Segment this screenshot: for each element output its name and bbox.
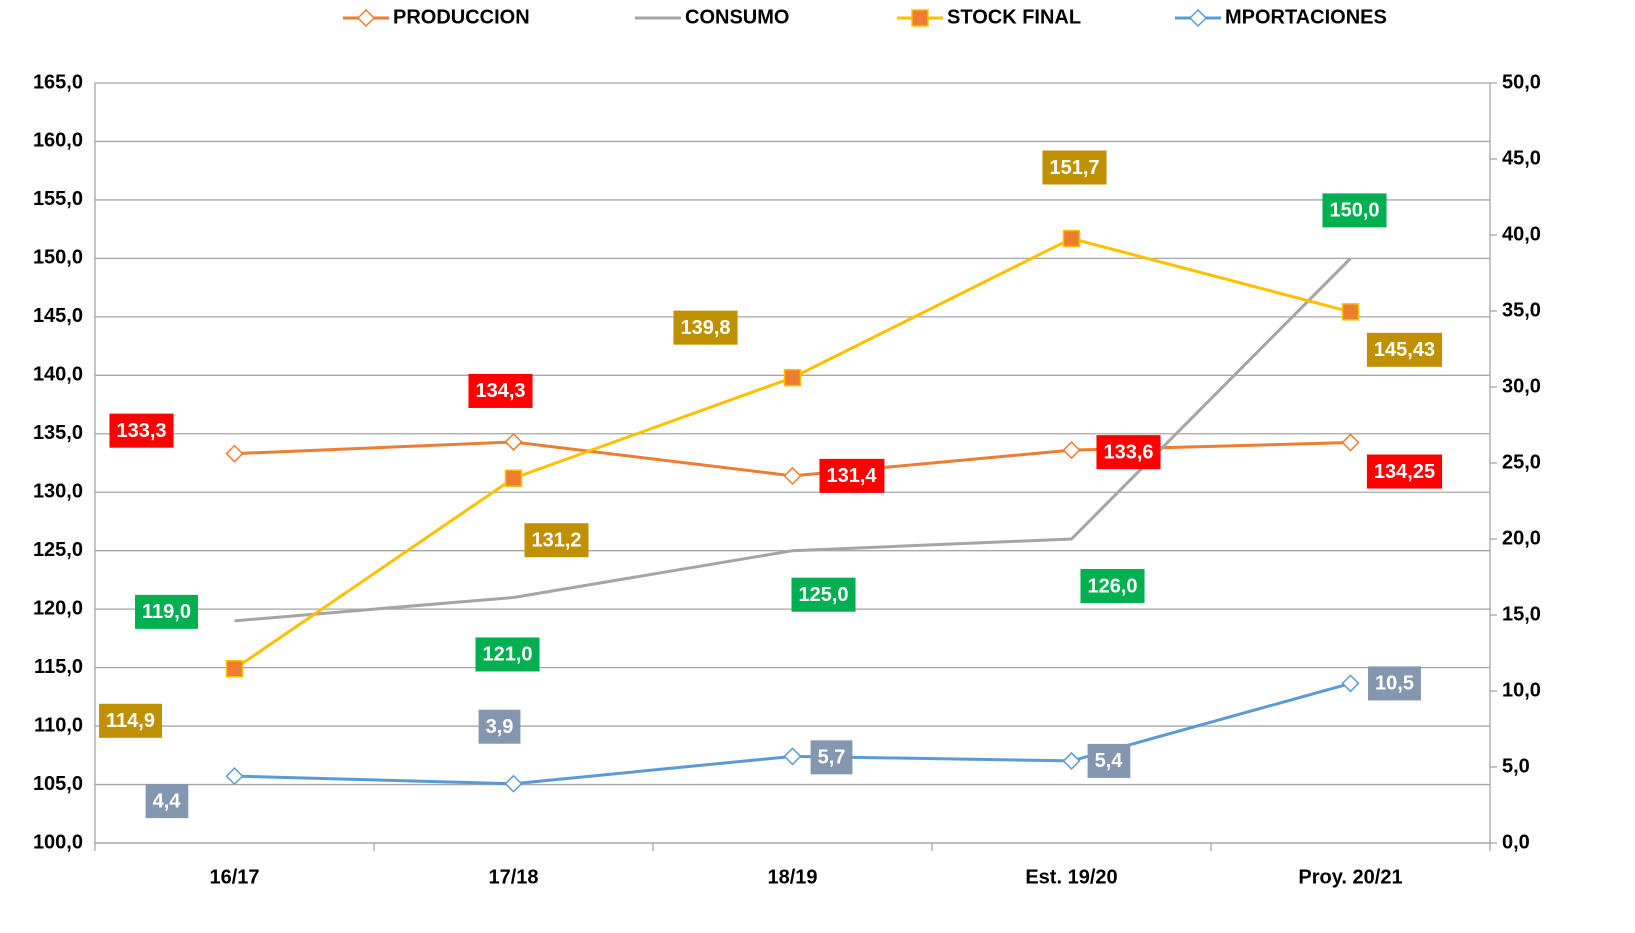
x-tick-label: Proy. 20/21 — [1298, 866, 1402, 888]
y2-tick-label: 20,0 — [1502, 527, 1541, 549]
marker — [225, 444, 244, 463]
marker — [1341, 674, 1360, 693]
data-label-box — [524, 523, 589, 558]
marker — [356, 8, 376, 28]
marker — [783, 368, 802, 387]
data-label: 5,4 — [1095, 750, 1124, 772]
y-tick-label: 145,0 — [33, 305, 83, 327]
y2-tick-label: 45,0 — [1502, 147, 1541, 169]
data-label-box — [1366, 454, 1443, 489]
x-tick-label: 17/18 — [488, 866, 538, 888]
data-label-box — [1042, 150, 1107, 185]
y2-tick-label: 50,0 — [1502, 71, 1541, 93]
data-label: 10,5 — [1375, 673, 1414, 695]
data-label-box — [819, 458, 885, 493]
data-label: 126,0 — [1087, 575, 1137, 597]
data-label-box — [810, 740, 853, 775]
data-label: 119,0 — [142, 601, 191, 623]
marker — [783, 466, 802, 485]
y-tick-label: 140,0 — [33, 364, 83, 386]
data-label: 133,3 — [116, 420, 166, 442]
data-label: 4,4 — [153, 790, 182, 812]
data-label: 121,0 — [482, 644, 532, 666]
data-label-box — [1366, 332, 1443, 367]
marker — [1341, 433, 1360, 452]
y-tick-label: 130,0 — [33, 481, 83, 503]
marker — [504, 469, 523, 487]
marker — [911, 9, 929, 27]
data-label: 145,43 — [1374, 339, 1435, 361]
data-label: 131,2 — [531, 529, 581, 551]
data-label-box — [673, 310, 738, 345]
data-label-box — [135, 594, 198, 629]
y2-tick-label: 35,0 — [1502, 299, 1541, 321]
data-label: 151,7 — [1049, 157, 1099, 179]
marker — [1062, 441, 1081, 460]
data-label-box — [475, 637, 540, 672]
data-label-box — [1368, 666, 1421, 701]
data-label: 131,4 — [826, 465, 877, 487]
y-tick-label: 125,0 — [33, 539, 83, 561]
y-tick-label: 160,0 — [33, 130, 83, 152]
marker — [1341, 303, 1360, 321]
y-tick-label: 155,0 — [33, 188, 83, 210]
y-tick-label: 115,0 — [34, 656, 83, 678]
data-label-box — [99, 703, 162, 738]
marker — [1062, 229, 1081, 248]
y-tick-label: 165,0 — [33, 71, 83, 93]
x-tick-label: 18/19 — [767, 866, 817, 888]
data-label-box — [109, 413, 174, 448]
marker — [504, 774, 523, 793]
data-label-box — [1087, 743, 1131, 778]
series-line — [234, 681, 1351, 786]
data-label: 3,9 — [486, 716, 514, 738]
data-label-box — [791, 577, 856, 612]
legend-label: PRODUCCION — [393, 6, 530, 28]
data-label-box — [145, 784, 189, 819]
y-tick-label: 100,0 — [33, 831, 83, 853]
y2-tick-label: 30,0 — [1502, 375, 1541, 397]
data-label: 139,8 — [680, 317, 730, 339]
y-tick-label: 135,0 — [33, 422, 83, 444]
data-label-box — [478, 709, 521, 744]
marker — [225, 660, 244, 678]
data-label: 133,6 — [1103, 441, 1153, 463]
marker — [504, 432, 523, 452]
data-label: 5,7 — [818, 747, 846, 769]
legend-label: CONSUMO — [685, 6, 789, 28]
data-label: 134,25 — [1374, 461, 1435, 483]
data-label: 114,9 — [106, 710, 155, 732]
y2-tick-label: 10,0 — [1502, 679, 1541, 701]
y2-tick-label: 15,0 — [1502, 603, 1541, 625]
legend-label: MPORTACIONES — [1225, 6, 1387, 28]
marker — [225, 767, 244, 786]
y-tick-label: 105,0 — [33, 773, 83, 795]
data-label: 125,0 — [798, 584, 848, 606]
data-label-box — [1322, 193, 1387, 228]
y2-tick-label: 5,0 — [1502, 755, 1530, 777]
x-tick-label: Est. 19/20 — [1025, 866, 1117, 888]
legend-label: STOCK FINAL — [947, 6, 1081, 28]
y-tick-label: 150,0 — [33, 247, 83, 269]
series-line — [234, 257, 1352, 623]
y2-tick-label: 25,0 — [1502, 451, 1541, 473]
data-label-box — [1096, 435, 1161, 470]
y-tick-label: 120,0 — [33, 597, 83, 619]
y2-tick-label: 40,0 — [1502, 223, 1541, 245]
marker — [1188, 8, 1208, 28]
marker — [783, 747, 802, 766]
data-label: 150,0 — [1329, 200, 1379, 222]
marker — [1062, 751, 1081, 770]
y-tick-label: 110,0 — [34, 714, 83, 736]
y2-tick-label: 0,0 — [1502, 831, 1530, 853]
data-label-box — [468, 373, 533, 408]
x-tick-label: 16/17 — [209, 866, 259, 888]
data-label-box — [1080, 569, 1145, 603]
data-label: 134,3 — [475, 380, 525, 402]
